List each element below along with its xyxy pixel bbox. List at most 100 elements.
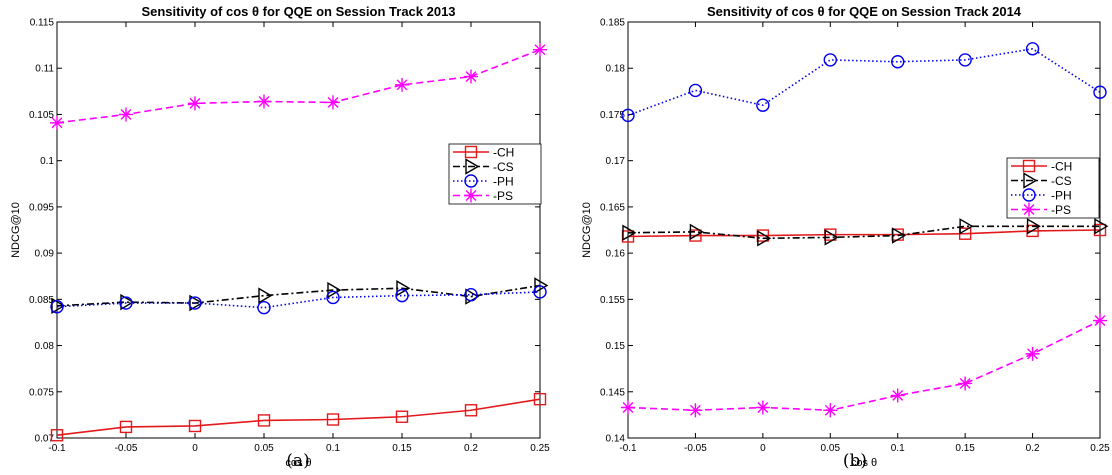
chart-title: Sensitivity of cos θ for QQE on Session … xyxy=(707,4,1022,19)
data-point-marker xyxy=(51,297,66,315)
y-tick-label: 0.11 xyxy=(35,64,54,75)
legend-label: -PS xyxy=(493,189,513,203)
data-point-marker xyxy=(188,419,202,433)
data-point-marker xyxy=(326,95,340,110)
data-point-marker xyxy=(188,96,202,111)
data-point-marker xyxy=(464,404,478,417)
data-point-marker xyxy=(395,77,409,92)
series-line xyxy=(56,291,541,309)
data-point-marker xyxy=(891,55,905,69)
legend: -CH-CS-PH-PS xyxy=(448,143,542,205)
y-tick-label: 0.085 xyxy=(29,295,54,306)
data-point-marker xyxy=(959,218,974,235)
data-point-marker xyxy=(257,414,271,427)
series-cs xyxy=(51,277,549,315)
legend: -CH-CS-PH-PS xyxy=(1006,157,1100,219)
y-tick-label: 0.075 xyxy=(29,387,54,398)
data-point-marker xyxy=(533,42,547,57)
y-tick-label: 0.07 xyxy=(35,434,55,445)
series-ps xyxy=(621,313,1107,418)
data-point-marker xyxy=(533,392,547,406)
data-point-marker xyxy=(1025,346,1040,361)
series-line xyxy=(56,398,541,437)
data-point-marker xyxy=(119,296,133,310)
data-point-marker xyxy=(755,400,770,415)
x-tick-label: 0.1 xyxy=(891,443,905,454)
y-tick-label: 0.095 xyxy=(29,202,54,213)
panel-caption: (a) xyxy=(286,451,309,471)
series-ph xyxy=(50,285,547,315)
legend-box xyxy=(448,143,542,205)
legend-marker xyxy=(464,174,478,188)
chart-title: Sensitivity of cos θ for QQE on Session … xyxy=(141,4,455,19)
series-ch xyxy=(50,392,547,442)
y-tick-label: 0.175 xyxy=(600,110,625,121)
data-point-marker xyxy=(824,229,839,246)
x-tick-label: -0.05 xyxy=(684,443,707,454)
data-point-marker xyxy=(396,280,411,297)
y-tick-label: 0.1 xyxy=(40,156,54,167)
data-point-marker xyxy=(1094,218,1109,235)
data-point-marker xyxy=(50,300,64,314)
data-point-marker xyxy=(395,288,409,303)
data-point-marker xyxy=(689,223,704,241)
y-tick-label: 0.14 xyxy=(606,434,626,445)
legend-label: -PH xyxy=(493,175,514,189)
x-tick-label: 0.2 xyxy=(464,443,478,454)
chart-panel-1: Sensitivity of cos θ for QQE on Session … xyxy=(10,4,550,471)
data-point-marker xyxy=(823,53,837,67)
x-tick-label: 0.15 xyxy=(955,443,975,454)
x-tick-label: 0.05 xyxy=(821,443,841,454)
legend-box xyxy=(1006,157,1100,219)
data-point-marker xyxy=(1093,85,1107,99)
data-point-marker xyxy=(1026,218,1041,235)
data-point-marker xyxy=(621,108,635,123)
legend-label: -PS xyxy=(1051,203,1071,217)
legend-marker xyxy=(464,145,478,159)
y-tick-label: 0.105 xyxy=(29,110,54,121)
legend-marker xyxy=(1022,202,1036,217)
data-point-marker xyxy=(395,410,409,423)
x-tick-label: 0.1 xyxy=(326,443,340,454)
legend-marker xyxy=(464,188,478,203)
data-point-marker xyxy=(958,53,972,67)
legend-marker xyxy=(465,158,480,175)
y-tick-label: 0.09 xyxy=(35,249,55,260)
y-tick-label: 0.115 xyxy=(30,18,55,29)
data-point-marker xyxy=(326,413,340,426)
data-point-marker xyxy=(50,115,64,130)
data-point-marker xyxy=(464,288,478,302)
x-tick-label: 0.15 xyxy=(392,443,412,454)
y-tick-label: 0.18 xyxy=(606,64,626,75)
data-point-marker xyxy=(622,224,637,241)
x-tick-label: -0.05 xyxy=(115,443,138,454)
series-cs xyxy=(622,218,1109,247)
chart-panel-2: Sensitivity of cos θ for QQE on Session … xyxy=(581,4,1110,471)
legend-marker xyxy=(1023,172,1038,189)
series-line xyxy=(627,225,1100,240)
data-point-marker xyxy=(1093,313,1107,328)
data-point-marker xyxy=(50,429,64,442)
data-point-marker xyxy=(534,277,549,294)
data-point-marker xyxy=(688,83,703,98)
data-point-marker xyxy=(464,69,478,84)
x-axis-label: cos θ xyxy=(851,457,877,469)
legend-label: -PH xyxy=(1051,189,1072,203)
x-tick-label: 0 xyxy=(192,443,198,454)
data-point-marker xyxy=(890,388,905,403)
y-tick-label: 0.08 xyxy=(35,341,55,352)
data-point-marker xyxy=(958,376,973,391)
data-point-marker xyxy=(757,230,772,247)
data-point-marker xyxy=(326,290,340,305)
series-line xyxy=(627,229,1101,238)
data-point-marker xyxy=(756,98,770,112)
data-point-marker xyxy=(823,403,838,418)
panel-caption: (b) xyxy=(843,451,867,471)
x-tick-label: 0.05 xyxy=(254,443,274,454)
x-axis-label: cos θ xyxy=(285,457,311,469)
data-point-marker xyxy=(257,300,271,315)
x-tick-label: -0.1 xyxy=(48,443,66,454)
legend-label: -CH xyxy=(1051,160,1072,174)
data-point-marker xyxy=(533,285,547,299)
